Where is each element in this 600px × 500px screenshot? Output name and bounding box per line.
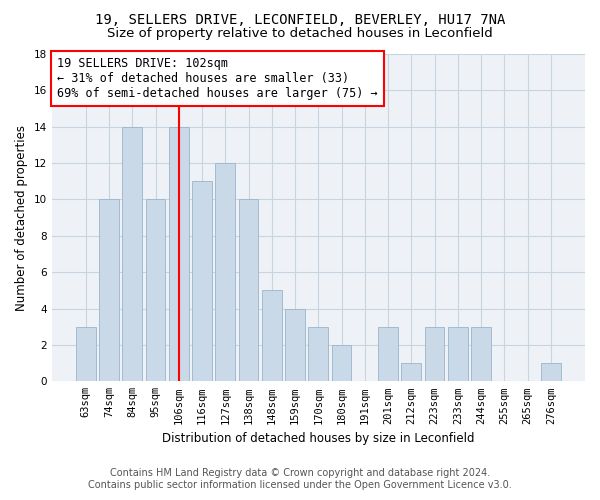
Bar	[146, 200, 166, 382]
Text: Contains HM Land Registry data © Crown copyright and database right 2024.
Contai: Contains HM Land Registry data © Crown c…	[88, 468, 512, 490]
Text: Size of property relative to detached houses in Leconfield: Size of property relative to detached ho…	[107, 28, 493, 40]
Bar	[332, 345, 352, 382]
Bar	[308, 327, 328, 382]
Bar	[471, 327, 491, 382]
Y-axis label: Number of detached properties: Number of detached properties	[15, 124, 28, 310]
Text: 19 SELLERS DRIVE: 102sqm
← 31% of detached houses are smaller (33)
69% of semi-d: 19 SELLERS DRIVE: 102sqm ← 31% of detach…	[57, 58, 377, 100]
Bar	[239, 200, 259, 382]
Text: 19, SELLERS DRIVE, LECONFIELD, BEVERLEY, HU17 7NA: 19, SELLERS DRIVE, LECONFIELD, BEVERLEY,…	[95, 12, 505, 26]
Bar	[122, 126, 142, 382]
Bar	[401, 363, 421, 382]
Bar	[76, 327, 95, 382]
Bar	[425, 327, 445, 382]
X-axis label: Distribution of detached houses by size in Leconfield: Distribution of detached houses by size …	[162, 432, 475, 445]
Bar	[285, 308, 305, 382]
Bar	[192, 182, 212, 382]
Bar	[378, 327, 398, 382]
Bar	[169, 126, 188, 382]
Bar	[448, 327, 468, 382]
Bar	[262, 290, 282, 382]
Bar	[541, 363, 561, 382]
Bar	[215, 163, 235, 382]
Bar	[99, 200, 119, 382]
